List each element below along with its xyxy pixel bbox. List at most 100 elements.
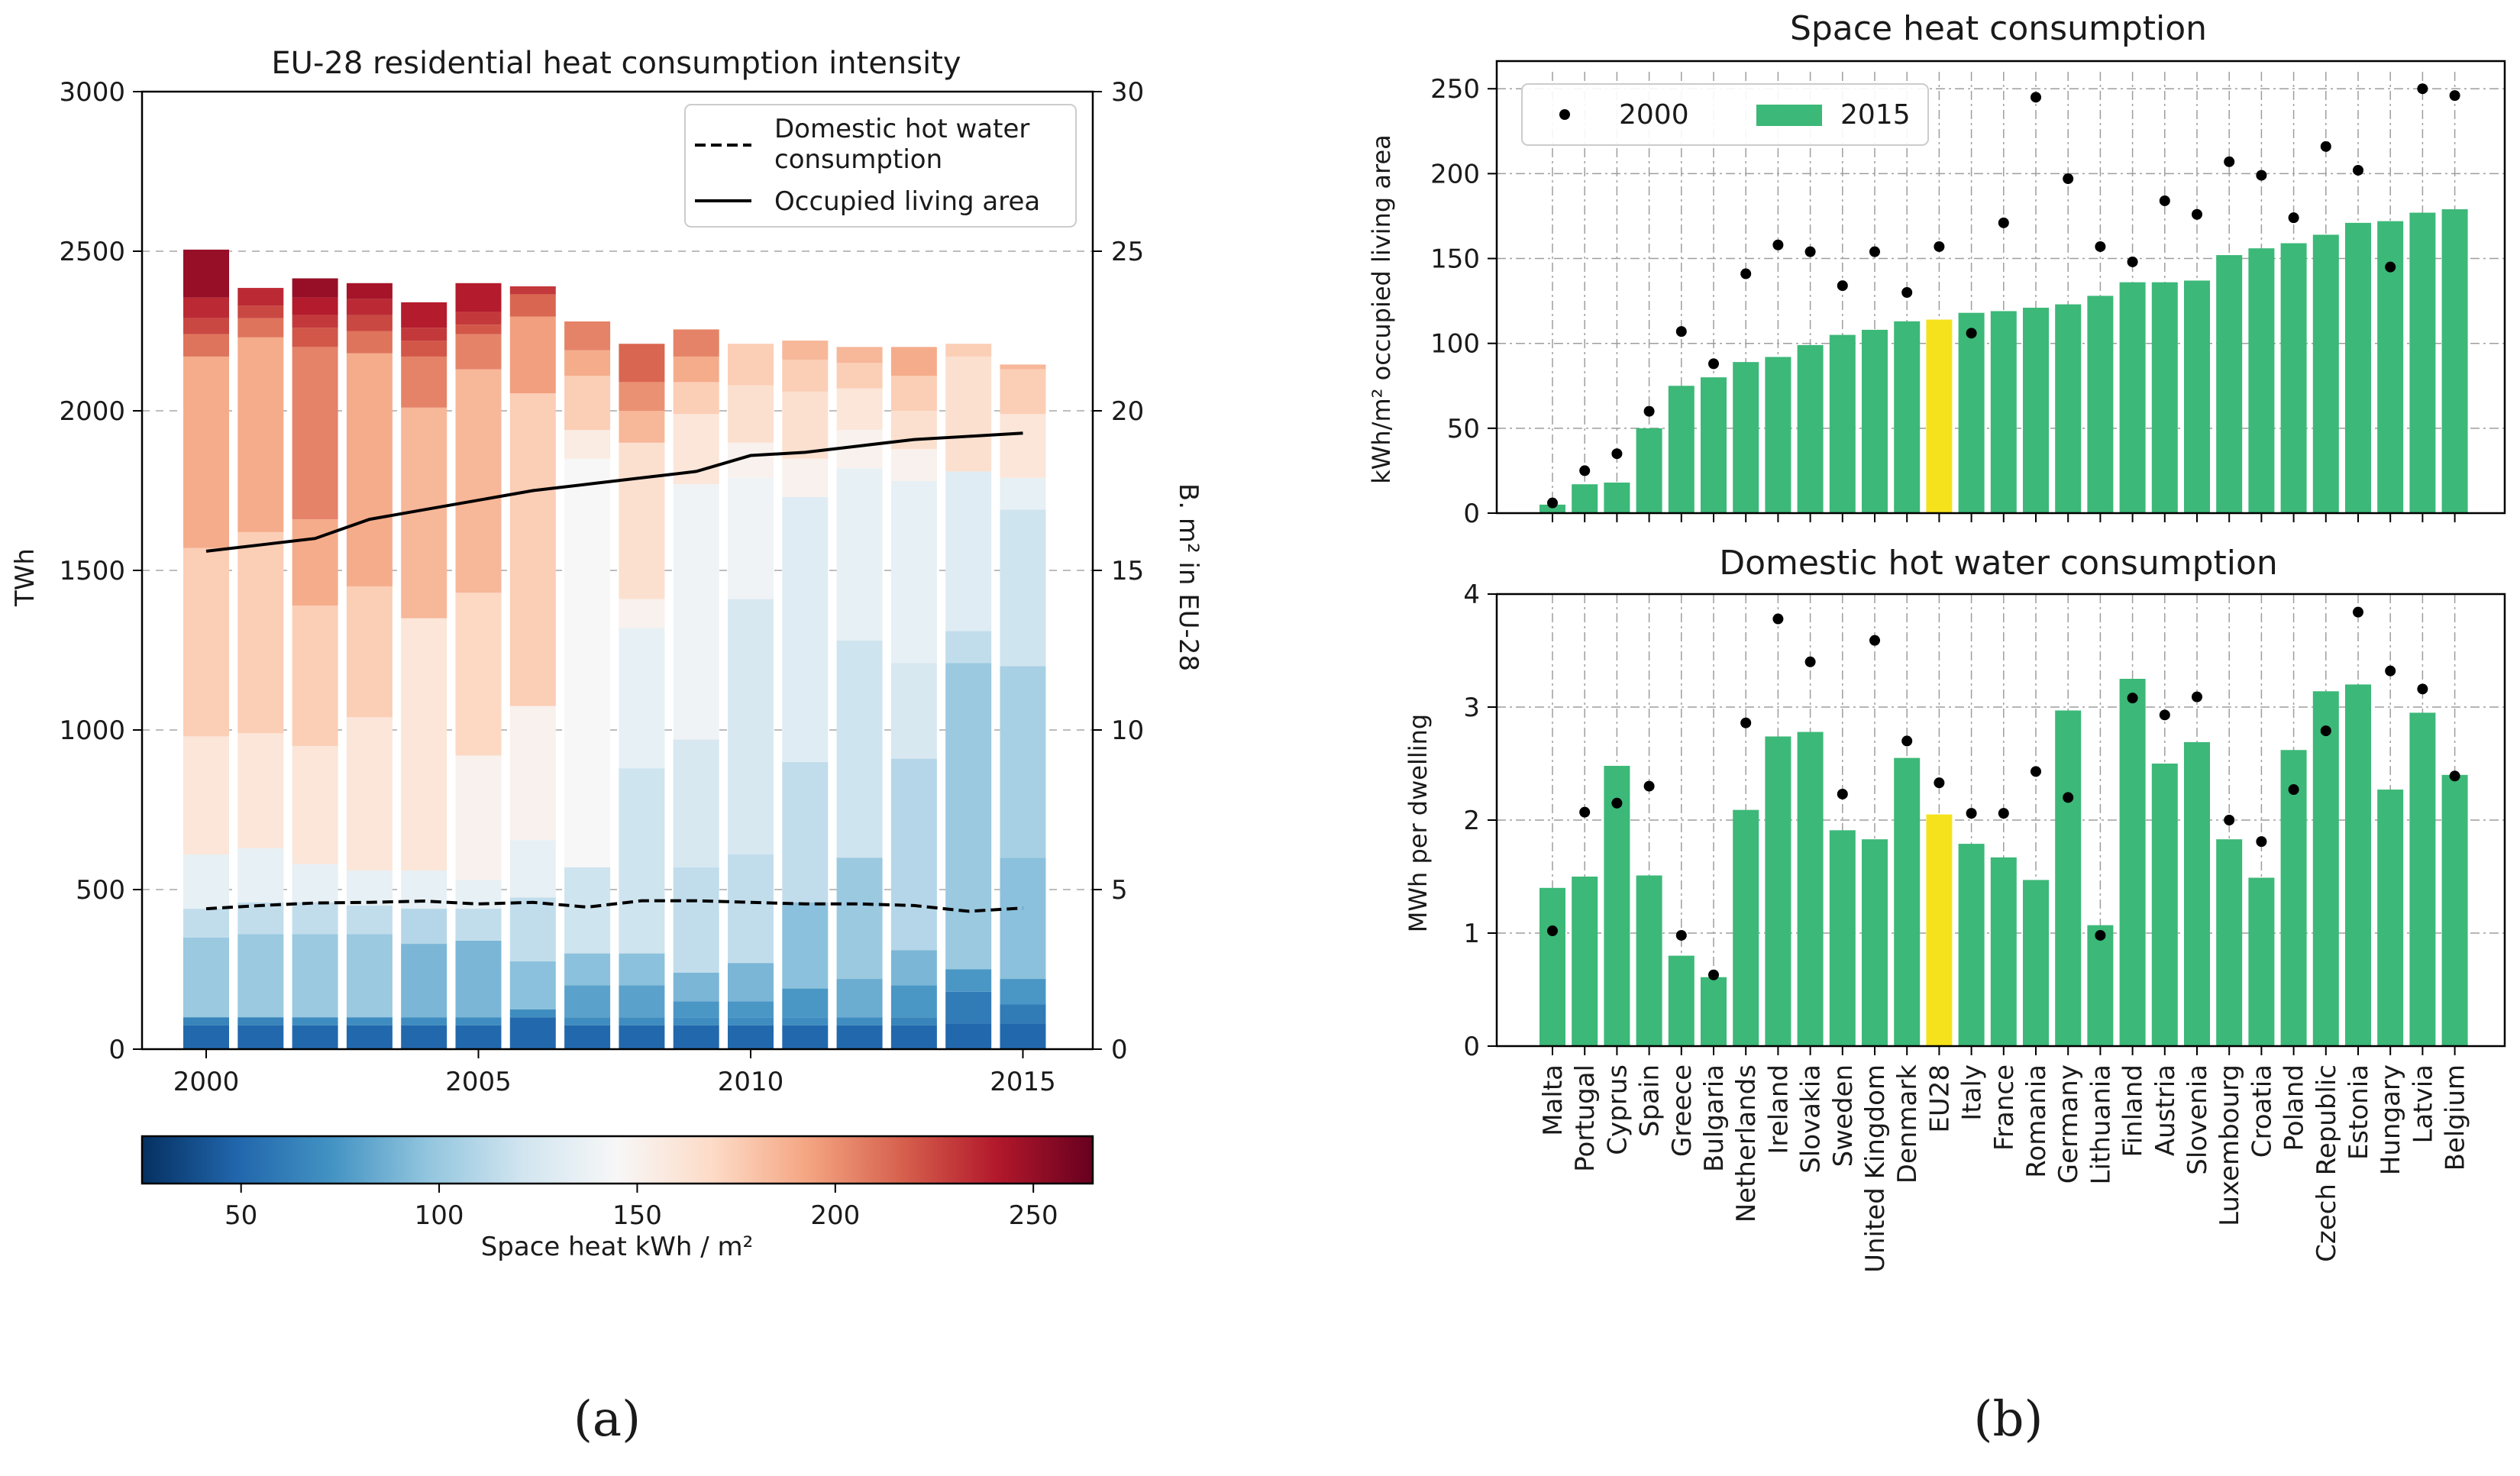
bar-segment bbox=[183, 249, 229, 298]
chart-b-top-bars bbox=[1539, 209, 2468, 513]
bar-segment bbox=[183, 547, 229, 737]
bar-segment bbox=[728, 477, 774, 599]
legend-2015-swatch bbox=[1756, 105, 1822, 126]
bar-segment bbox=[673, 972, 719, 1002]
chart-b-bottom-y-axis: 0 1 2 3 4 bbox=[1463, 580, 1497, 1062]
dot-2000-greece bbox=[1675, 326, 1687, 338]
bar-segment bbox=[619, 411, 665, 443]
bar-stack-2001 bbox=[237, 288, 284, 1049]
dot-2000-lithuania bbox=[2095, 241, 2106, 252]
dot-2000-hungary bbox=[2385, 665, 2396, 677]
x-tick-label: Slovakia bbox=[1796, 1064, 1827, 1174]
bar-segment bbox=[564, 350, 611, 376]
bar-segment bbox=[673, 1001, 719, 1018]
bar-segment bbox=[945, 663, 992, 970]
bar-segment bbox=[728, 854, 774, 964]
chart-a-x-axis: 2000 2005 2010 2015 bbox=[173, 1049, 1056, 1097]
bar-segment bbox=[183, 356, 229, 548]
x-tick-label: Italy bbox=[1957, 1064, 1988, 1121]
bar-segment bbox=[455, 1025, 502, 1049]
bar-segment bbox=[564, 867, 611, 954]
legend-2000-marker bbox=[1559, 109, 1570, 120]
bar-segment bbox=[292, 278, 338, 298]
x-tick-label: Poland bbox=[2279, 1064, 2310, 1151]
bar-stack-2000 bbox=[183, 249, 229, 1049]
dot-2000-romania bbox=[2031, 766, 2041, 777]
x-tick-label: Malta bbox=[1538, 1064, 1569, 1136]
x-tick-label: Romania bbox=[2021, 1064, 2052, 1178]
bar-segment bbox=[728, 963, 774, 1002]
dot-2000-france bbox=[1998, 217, 2009, 228]
x-tick-label: Germany bbox=[2053, 1064, 2084, 1184]
bar-segment bbox=[890, 1025, 937, 1049]
y2-tick-label: 10 bbox=[1111, 715, 1144, 746]
y2-tick-label: 0 bbox=[1111, 1035, 1128, 1065]
chart-a-bars bbox=[183, 249, 1046, 1049]
bar-segment bbox=[945, 631, 992, 664]
colorbar-tick-label: 100 bbox=[415, 1200, 464, 1231]
dot-2000-latvia bbox=[2417, 683, 2428, 695]
bar-segment bbox=[782, 1025, 829, 1049]
dot-2000-eu28 bbox=[1934, 241, 1945, 252]
chart-b-bottom-bars bbox=[1539, 679, 2468, 1046]
bar-segment bbox=[890, 985, 937, 1018]
bar-segment bbox=[183, 937, 229, 1018]
bar-slovenia bbox=[2184, 741, 2210, 1046]
bar-germany bbox=[2055, 304, 2082, 513]
bar-segment bbox=[564, 430, 611, 459]
bar-segment bbox=[455, 909, 502, 941]
bar-segment bbox=[401, 1025, 447, 1049]
bar-slovakia bbox=[1797, 732, 1824, 1046]
bar-segment bbox=[509, 1009, 556, 1018]
bar-segment bbox=[1000, 364, 1046, 370]
bar-segment bbox=[455, 755, 502, 880]
bar-segment bbox=[564, 953, 611, 986]
dot-2000-finland bbox=[2127, 693, 2138, 704]
bar-segment bbox=[619, 599, 665, 628]
bar-segment bbox=[945, 344, 992, 357]
y-tick-label: 4 bbox=[1463, 580, 1480, 610]
dot-2000-netherlands bbox=[1740, 717, 1752, 728]
bar-segment bbox=[292, 902, 338, 935]
y-tick-label: 0 bbox=[1463, 499, 1480, 529]
bar-france bbox=[1990, 857, 2017, 1046]
bar-belgium bbox=[2441, 774, 2468, 1046]
y2-tick-label: 15 bbox=[1111, 556, 1144, 586]
bar-segment bbox=[292, 1017, 338, 1025]
bar-segment bbox=[1000, 477, 1046, 510]
bar-segment bbox=[782, 761, 829, 903]
x-tick-label: Bulgaria bbox=[1699, 1064, 1730, 1172]
bar-segment bbox=[509, 286, 556, 295]
bar-netherlands bbox=[1733, 362, 1759, 513]
legend-area-label: Occupied living area bbox=[774, 186, 1040, 217]
bar-romania bbox=[2023, 880, 2049, 1046]
bar-segment bbox=[782, 341, 829, 360]
bar-segment bbox=[564, 1025, 611, 1049]
dot-2000-ireland bbox=[1772, 239, 1784, 250]
bar-segment bbox=[183, 736, 229, 855]
bar-segment bbox=[346, 1025, 393, 1049]
bar-spain bbox=[1636, 428, 1662, 513]
bar-austria bbox=[2151, 282, 2178, 513]
y-tick-label: 250 bbox=[1430, 74, 1480, 105]
bar-italy bbox=[1958, 844, 1985, 1046]
x-tick-label: Lithuania bbox=[2085, 1064, 2116, 1184]
dot-2000-belgium bbox=[2449, 770, 2460, 782]
bar-segment bbox=[619, 344, 665, 383]
y2-tick-label: 5 bbox=[1111, 875, 1128, 906]
bar-segment bbox=[509, 961, 556, 1009]
bar-segment bbox=[1000, 666, 1046, 858]
bar-segment bbox=[455, 334, 502, 370]
dot-2000-malta bbox=[1547, 497, 1558, 509]
bar-segment bbox=[401, 618, 447, 870]
bar-bulgaria bbox=[1701, 977, 1727, 1046]
dot-2000-sweden bbox=[1837, 280, 1848, 292]
y-tick-label: 3000 bbox=[59, 77, 125, 108]
bar-romania bbox=[2023, 308, 2049, 513]
panel-label-b: (b) bbox=[1974, 1391, 2043, 1448]
x-tick-label: France bbox=[1989, 1064, 2020, 1151]
dot-2000-bulgaria bbox=[1708, 969, 1719, 980]
bar-segment bbox=[292, 605, 338, 746]
dot-2000-estonia bbox=[2353, 606, 2363, 618]
